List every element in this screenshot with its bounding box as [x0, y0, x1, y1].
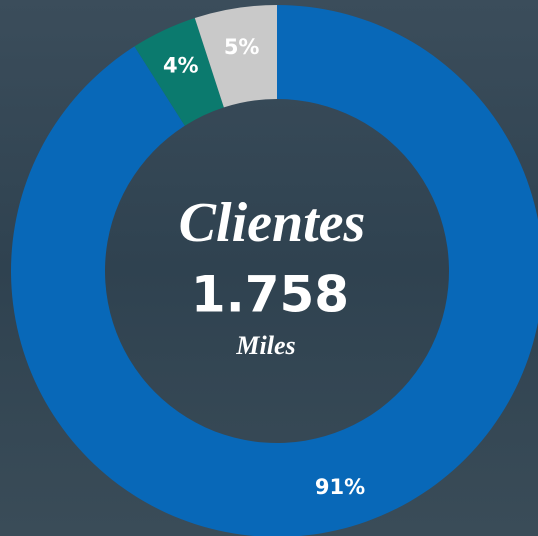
value-label: 4% [163, 54, 199, 78]
slice [194, 5, 277, 108]
slice [134, 18, 224, 126]
center-unit: Miles [235, 331, 295, 360]
slice [11, 5, 538, 536]
center-title: Clientes [179, 192, 366, 254]
value-label: 5% [224, 35, 260, 59]
center-value: 1.758 [191, 266, 349, 324]
value-label: 91% [315, 475, 365, 499]
donut [11, 5, 538, 536]
